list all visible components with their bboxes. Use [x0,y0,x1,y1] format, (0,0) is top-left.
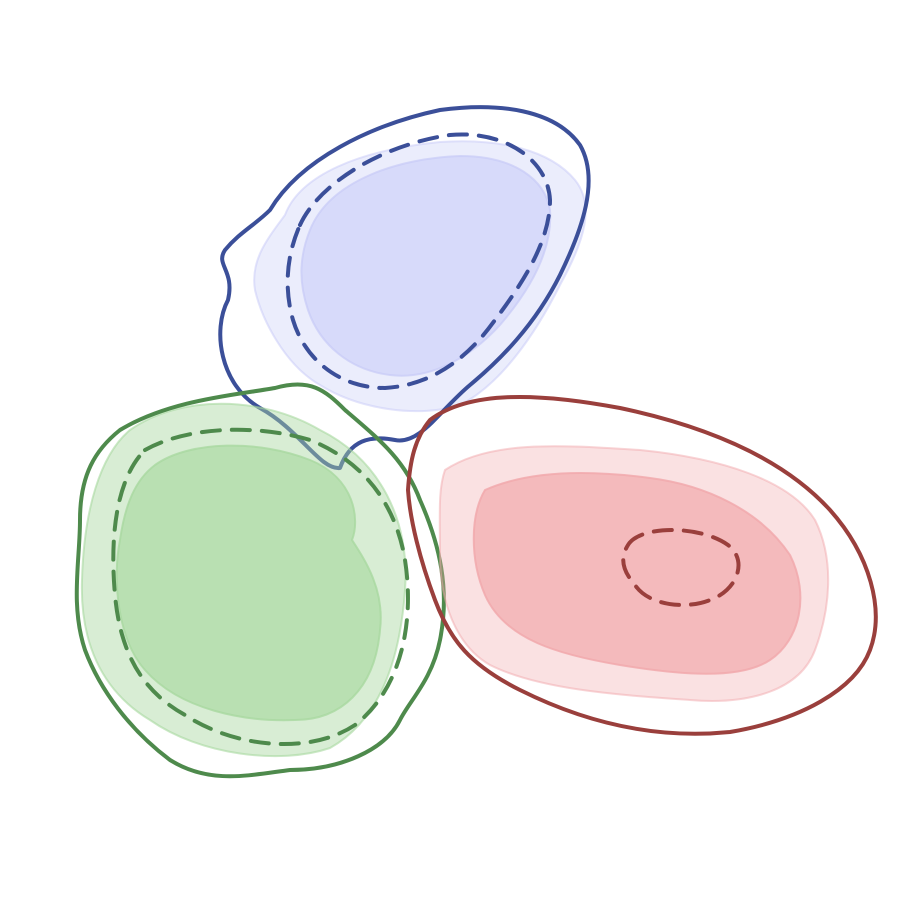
red-fill-inner [472,472,802,675]
contour-plot-area [74,105,878,779]
series-red-contours [406,394,878,736]
green-fill-inner [115,444,382,722]
blue-contour-dashed [285,132,552,390]
blue-fill-inner [300,154,552,377]
red-contour-solid [406,394,878,736]
red-contour-dashed [621,528,741,607]
series-blue-contours [218,105,591,470]
series-green-contours [74,382,446,779]
green-contour-dashed [111,427,410,747]
green-contour-solid [74,382,446,779]
